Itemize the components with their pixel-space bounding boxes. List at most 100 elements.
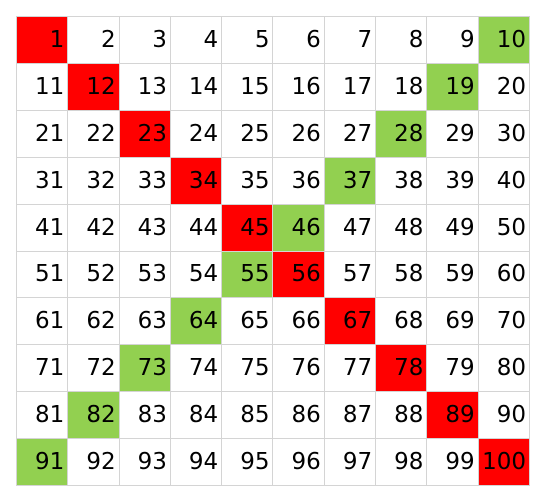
grid-cell: 32: [68, 157, 120, 205]
grid-cell: 74: [170, 345, 223, 393]
grid-cell: 88: [376, 392, 428, 440]
grid-cell: 9: [427, 17, 479, 64]
grid-cell: 27: [324, 110, 377, 158]
grid-cell: 65: [222, 298, 274, 346]
grid-cell: 80: [478, 345, 530, 393]
grid-cell: 26: [273, 110, 325, 158]
grid-cell: 100: [478, 439, 530, 486]
grid-cell: 93: [119, 439, 171, 486]
grid-cell: 43: [119, 204, 171, 252]
grid-cell: 17: [324, 63, 377, 111]
grid-cell: 1: [17, 17, 69, 64]
grid-cell: 97: [324, 439, 377, 486]
grid-cell: 11: [17, 63, 69, 111]
grid-cell: 21: [17, 110, 69, 158]
grid-cell: 54: [170, 251, 223, 299]
grid-cell: 22: [68, 110, 120, 158]
grid-cell: 95: [222, 439, 274, 486]
grid-cell: 51: [17, 251, 69, 299]
grid-cell: 20: [478, 63, 530, 111]
grid-cell: 16: [273, 63, 325, 111]
grid-cell: 90: [478, 392, 530, 440]
grid-cell: 4: [170, 17, 223, 64]
grid-cell: 36: [273, 157, 325, 205]
grid-cell: 75: [222, 345, 274, 393]
grid-cell: 87: [324, 392, 377, 440]
grid-cell: 62: [68, 298, 120, 346]
grid-cell: 41: [17, 204, 69, 252]
grid-cell: 84: [170, 392, 223, 440]
grid-cell: 91: [17, 439, 69, 486]
grid-cell: 49: [427, 204, 479, 252]
grid-cell: 8: [376, 17, 428, 64]
grid-cell: 57: [324, 251, 377, 299]
grid-cell: 77: [324, 345, 377, 393]
grid-cell: 34: [170, 157, 223, 205]
grid-cell: 64: [170, 298, 223, 346]
grid-cell: 98: [376, 439, 428, 486]
grid-cell: 25: [222, 110, 274, 158]
grid-cell: 58: [376, 251, 428, 299]
grid-cell: 69: [427, 298, 479, 346]
grid-cell: 2: [68, 17, 120, 64]
grid-cell: 83: [119, 392, 171, 440]
grid-cell: 14: [170, 63, 223, 111]
grid-cell: 86: [273, 392, 325, 440]
grid-cell: 31: [17, 157, 69, 205]
grid-cell: 15: [222, 63, 274, 111]
grid-cell: 70: [478, 298, 530, 346]
grid-cell: 28: [376, 110, 428, 158]
grid-cell: 12: [68, 63, 120, 111]
grid-cell: 37: [324, 157, 377, 205]
grid-cell: 53: [119, 251, 171, 299]
grid-cell: 89: [427, 392, 479, 440]
grid-cell: 30: [478, 110, 530, 158]
grid-cell: 48: [376, 204, 428, 252]
grid-cell: 63: [119, 298, 171, 346]
grid-cell: 19: [427, 63, 479, 111]
grid-cell: 73: [119, 345, 171, 393]
grid-cell: 71: [17, 345, 69, 393]
grid-cell: 18: [376, 63, 428, 111]
number-grid: 1 2 3 4 5 6 7 8 9 10 11 12 13 14 15 16 17 18 19 20 21 22 23 24 2…: [16, 16, 530, 486]
grid-cell: 56: [273, 251, 325, 299]
grid-cell: 39: [427, 157, 479, 205]
grid-cell: 29: [427, 110, 479, 158]
grid-cell: 68: [376, 298, 428, 346]
grid-cell: 78: [376, 345, 428, 393]
grid-cell: 60: [478, 251, 530, 299]
grid-cell: 3: [119, 17, 171, 64]
grid-cell: 35: [222, 157, 274, 205]
grid-cell: 96: [273, 439, 325, 486]
grid-cell: 33: [119, 157, 171, 205]
grid-cell: 81: [17, 392, 69, 440]
grid-cell: 55: [222, 251, 274, 299]
grid-cell: 13: [119, 63, 171, 111]
grid-cell: 67: [324, 298, 377, 346]
grid-cell: 76: [273, 345, 325, 393]
grid-cell: 23: [119, 110, 171, 158]
grid-cell: 46: [273, 204, 325, 252]
grid-cell: 52: [68, 251, 120, 299]
grid-cell: 44: [170, 204, 223, 252]
grid-cell: 59: [427, 251, 479, 299]
grid-cell: 61: [17, 298, 69, 346]
grid-cell: 94: [170, 439, 223, 486]
grid-cell: 72: [68, 345, 120, 393]
grid-cell: 42: [68, 204, 120, 252]
grid-cell: 66: [273, 298, 325, 346]
grid-cell: 47: [324, 204, 377, 252]
grid-cell: 45: [222, 204, 274, 252]
grid-cell: 85: [222, 392, 274, 440]
grid-cell: 7: [324, 17, 377, 64]
grid-cell: 5: [222, 17, 274, 64]
grid-cell: 79: [427, 345, 479, 393]
grid-cell: 40: [478, 157, 530, 205]
grid-cell: 38: [376, 157, 428, 205]
grid-cell: 92: [68, 439, 120, 486]
grid-cell: 99: [427, 439, 479, 486]
grid-cell: 50: [478, 204, 530, 252]
grid-cell: 24: [170, 110, 223, 158]
grid-cell: 6: [273, 17, 325, 64]
grid-cell: 10: [478, 17, 530, 64]
